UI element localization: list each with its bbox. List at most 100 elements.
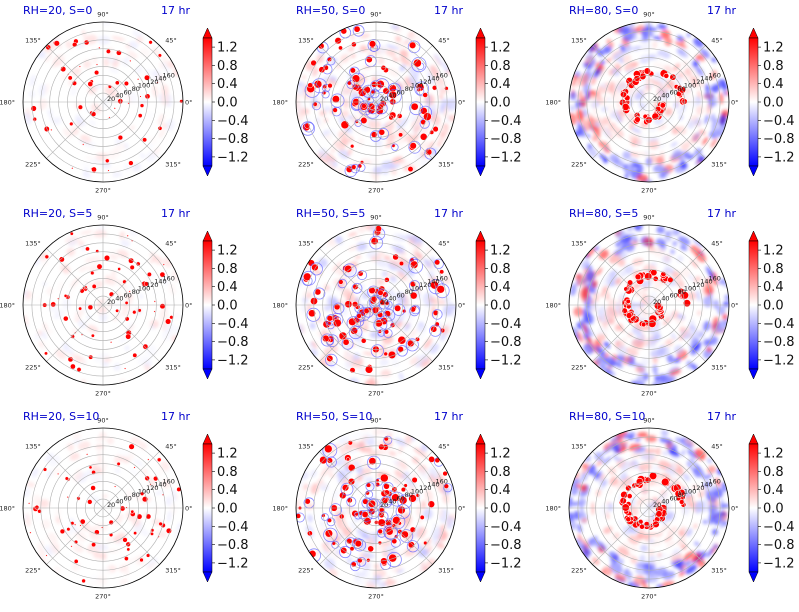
field-patch	[399, 117, 409, 129]
field-patch	[650, 348, 664, 358]
colorbar-extend-min	[748, 571, 759, 583]
field-patch	[303, 483, 309, 490]
colorbar-tick-label: 1.2	[763, 447, 784, 462]
convective-cell	[643, 67, 651, 75]
radial-tick-label: 160	[162, 71, 174, 79]
field-patch	[437, 143, 441, 147]
field-patch	[84, 280, 92, 289]
angular-gridline	[46, 45, 104, 103]
field-patch	[91, 581, 106, 588]
radial-tick-label: 100	[138, 82, 150, 90]
field-patch	[715, 478, 721, 487]
polar-grid	[569, 225, 729, 385]
field-patch	[407, 268, 415, 276]
field-patch	[55, 349, 66, 360]
colorbar-tick-label: −0.4	[217, 520, 249, 535]
field-patch	[616, 232, 628, 240]
convective-cell	[397, 335, 407, 345]
field-patch	[161, 123, 167, 129]
field-patch	[583, 343, 594, 355]
field-patch	[595, 62, 605, 71]
radial-tick-label: 120	[146, 281, 158, 289]
colorbar: 1.2 0.8 0.4 0.0 −0.4 −0.8 −1.2	[748, 27, 795, 177]
field-patch	[670, 332, 677, 341]
convective-cell	[107, 169, 110, 172]
field-patch	[361, 533, 371, 540]
field-patch	[97, 35, 111, 45]
field-patch	[124, 345, 130, 351]
field-patch	[677, 126, 687, 135]
field-patch	[439, 104, 445, 114]
convective-cell	[413, 58, 422, 68]
field-patch	[576, 331, 584, 343]
field-patch	[124, 490, 135, 501]
radial-tick-label: 160	[708, 71, 720, 79]
field-patch	[635, 566, 650, 576]
field-patch	[339, 466, 347, 475]
radial-tick-label: 100	[138, 285, 150, 293]
convective-cell	[153, 310, 156, 313]
field-patch	[66, 443, 75, 451]
convective-cell	[634, 273, 642, 281]
field-patch	[374, 138, 383, 148]
field-patch	[322, 282, 328, 293]
angular-gridline	[46, 451, 104, 509]
angular-tick-label: 0°	[458, 505, 465, 513]
field-patch	[656, 226, 665, 234]
field-patch	[652, 356, 658, 364]
field-patch	[156, 530, 166, 538]
convective-cell	[370, 237, 379, 245]
colorbar-tick-label: −1.2	[763, 150, 795, 165]
field-patch	[628, 362, 643, 367]
field-patch	[586, 247, 596, 258]
panel-title: RH=50, S=10	[296, 410, 372, 423]
convective-cell	[44, 351, 48, 356]
outflow-ring	[323, 527, 338, 543]
field-patch	[708, 332, 715, 342]
convective-cell	[90, 485, 96, 491]
radial-tick-label: 120	[419, 281, 431, 289]
radial-tick-label: 140	[427, 278, 439, 286]
convective-cell	[427, 500, 435, 508]
angular-tick-label: 315°	[438, 567, 454, 575]
field-patch	[635, 163, 643, 167]
outflow-ring	[320, 333, 334, 347]
field-patch	[43, 322, 48, 332]
convective-cell	[76, 367, 82, 373]
field-patch	[605, 306, 616, 319]
field-patch	[79, 230, 94, 235]
convective-cell	[90, 333, 95, 338]
polar-panel: 0°45°90°135°180°225°270°315°20 40 60 801001…	[0, 4, 249, 195]
radial-tick-label: 40	[115, 498, 123, 506]
angular-tick-label: 180°	[0, 505, 15, 513]
convective-cell	[128, 257, 135, 264]
field-patch	[684, 138, 694, 148]
field-patch	[100, 152, 108, 161]
field-patch	[652, 41, 658, 49]
field-patch	[154, 505, 159, 518]
field-patch	[582, 544, 592, 556]
field-patch	[585, 90, 590, 101]
angular-gridline	[592, 451, 650, 509]
convective-cell	[347, 478, 356, 486]
radial-tick-label: 140	[700, 481, 712, 489]
field-patch	[386, 119, 395, 126]
field-patch	[617, 547, 629, 557]
colorbar-tick-label: −1.2	[217, 556, 249, 571]
field-patch	[26, 481, 36, 488]
field-patch	[156, 469, 164, 477]
field-patch	[649, 262, 658, 266]
outflow-ring	[395, 504, 411, 519]
field-patch	[667, 449, 680, 457]
field-patch	[337, 130, 348, 140]
radial-tick-label: 100	[138, 488, 150, 496]
field-patch	[591, 133, 601, 142]
colorbar-tick-label: 1.2	[217, 447, 238, 462]
convective-cell	[338, 331, 348, 341]
colorbar: 1.2 0.8 0.4 0.0 −0.4 −0.8 −1.2	[748, 433, 795, 583]
field-patch	[622, 151, 631, 160]
colorbar: 1.2 0.8 0.4 0.0 −0.4 −0.8 −1.2	[475, 433, 522, 583]
angular-gridline	[46, 101, 104, 159]
convective-cell	[348, 317, 357, 326]
field-layer	[296, 225, 456, 385]
